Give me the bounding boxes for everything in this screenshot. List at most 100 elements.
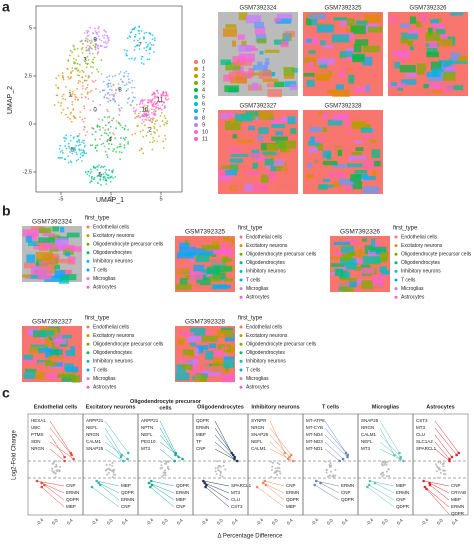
tissue-spot bbox=[190, 335, 196, 342]
gene-point bbox=[441, 463, 444, 466]
tissue-spot bbox=[54, 341, 59, 348]
umap-point bbox=[119, 70, 122, 73]
legend-label: Astrocytes bbox=[246, 295, 270, 301]
umap-point bbox=[68, 77, 70, 80]
umap-point bbox=[57, 74, 60, 77]
umap-point bbox=[97, 44, 99, 47]
gene-point bbox=[382, 473, 385, 476]
x-tick-label: 0.4 bbox=[121, 517, 129, 525]
umap-point bbox=[83, 152, 86, 155]
umap-point bbox=[104, 30, 107, 33]
gene-label: NEFL bbox=[251, 439, 263, 444]
gene-link bbox=[159, 441, 183, 460]
gene-link bbox=[379, 434, 401, 458]
tissue-spot bbox=[371, 149, 381, 159]
legend-label: 5 bbox=[202, 94, 205, 100]
umap-point bbox=[126, 54, 128, 57]
umap-point bbox=[126, 49, 128, 52]
sample-label: GSM7392325 bbox=[185, 229, 225, 236]
gene-point bbox=[55, 463, 58, 466]
tissue-spot bbox=[216, 253, 222, 258]
umap-point bbox=[63, 140, 66, 143]
gene-label: NPTN bbox=[141, 425, 153, 430]
x-tick-label: -0.4 bbox=[255, 517, 264, 526]
gene-label: NRGN bbox=[31, 446, 44, 451]
tissue-spot bbox=[250, 72, 262, 76]
gene-point bbox=[69, 451, 73, 455]
umap-point bbox=[145, 134, 148, 137]
tissue-spot bbox=[58, 244, 75, 251]
facet-title: Oligodendrocyte precursor cells bbox=[130, 399, 202, 412]
gene-point bbox=[63, 455, 66, 459]
tissue-spot bbox=[213, 349, 223, 358]
tissue-spot bbox=[258, 111, 274, 120]
legend-title: first_type bbox=[393, 226, 418, 232]
tissue-spot bbox=[458, 55, 468, 62]
gene-label: MT-ND4 bbox=[306, 432, 323, 437]
tissue-spot bbox=[214, 265, 233, 272]
umap-point bbox=[111, 75, 114, 78]
umap-point bbox=[98, 164, 100, 167]
gene-link bbox=[264, 480, 285, 487]
gene-point bbox=[387, 468, 390, 471]
umap-point bbox=[106, 116, 109, 119]
gene-label: QDPR bbox=[196, 418, 210, 423]
umap-point bbox=[107, 142, 110, 145]
tissue-spot bbox=[343, 114, 359, 122]
gene-label: SYNPR bbox=[251, 418, 267, 423]
tissue-spot bbox=[309, 138, 325, 144]
tissue-spot bbox=[306, 79, 315, 87]
gene-point bbox=[439, 461, 442, 464]
umap-point bbox=[80, 149, 83, 152]
x-tick-label: -0.4 bbox=[420, 517, 429, 526]
tissue-spot bbox=[444, 58, 450, 67]
umap-point bbox=[118, 145, 121, 148]
gene-point bbox=[276, 473, 279, 476]
tissue-spot bbox=[271, 136, 288, 141]
umap-point bbox=[119, 158, 121, 161]
sample-label: GSM7392324 bbox=[32, 219, 72, 226]
umap-point bbox=[106, 34, 109, 37]
legend-swatch bbox=[194, 60, 198, 64]
gene-link bbox=[374, 482, 395, 494]
legend-label: Excitatory neurons bbox=[246, 333, 288, 339]
umap-point bbox=[115, 120, 118, 123]
gene-link bbox=[49, 420, 72, 454]
umap-point bbox=[99, 45, 102, 47]
legend-swatch bbox=[194, 81, 198, 85]
umap-point bbox=[141, 102, 144, 105]
gene-point bbox=[216, 460, 219, 463]
umap-point bbox=[161, 101, 163, 103]
tissue-spot bbox=[446, 85, 464, 91]
umap-point bbox=[92, 165, 95, 168]
umap-point bbox=[135, 109, 138, 112]
umap-point bbox=[143, 98, 146, 101]
umap-point bbox=[69, 117, 72, 120]
umap-point bbox=[92, 58, 95, 61]
umap-point bbox=[153, 92, 156, 94]
umap-point bbox=[148, 58, 151, 61]
umap-point bbox=[151, 38, 154, 41]
tissue-spot bbox=[262, 151, 277, 155]
tissue-spot bbox=[352, 120, 363, 130]
tissue-spot bbox=[326, 153, 331, 160]
umap-point bbox=[69, 139, 72, 142]
gene-label: ERMN bbox=[286, 490, 299, 495]
tissue-spot bbox=[255, 34, 267, 43]
umap-point bbox=[78, 149, 81, 152]
tissue-spot bbox=[335, 268, 344, 277]
gene-label: UBC bbox=[31, 425, 41, 430]
legend-swatch bbox=[239, 334, 243, 338]
tissue-spot bbox=[284, 75, 295, 79]
umap-point bbox=[71, 51, 74, 54]
umap-point bbox=[94, 146, 97, 149]
legend-swatch bbox=[86, 351, 90, 355]
tissue-spot bbox=[393, 50, 410, 57]
tissue-spot bbox=[70, 346, 75, 355]
umap-point bbox=[153, 127, 156, 130]
tissue-spot bbox=[333, 241, 350, 246]
umap-point bbox=[112, 169, 115, 172]
umap-point bbox=[84, 96, 87, 99]
umap-point bbox=[160, 95, 163, 98]
gene-link bbox=[100, 484, 120, 501]
